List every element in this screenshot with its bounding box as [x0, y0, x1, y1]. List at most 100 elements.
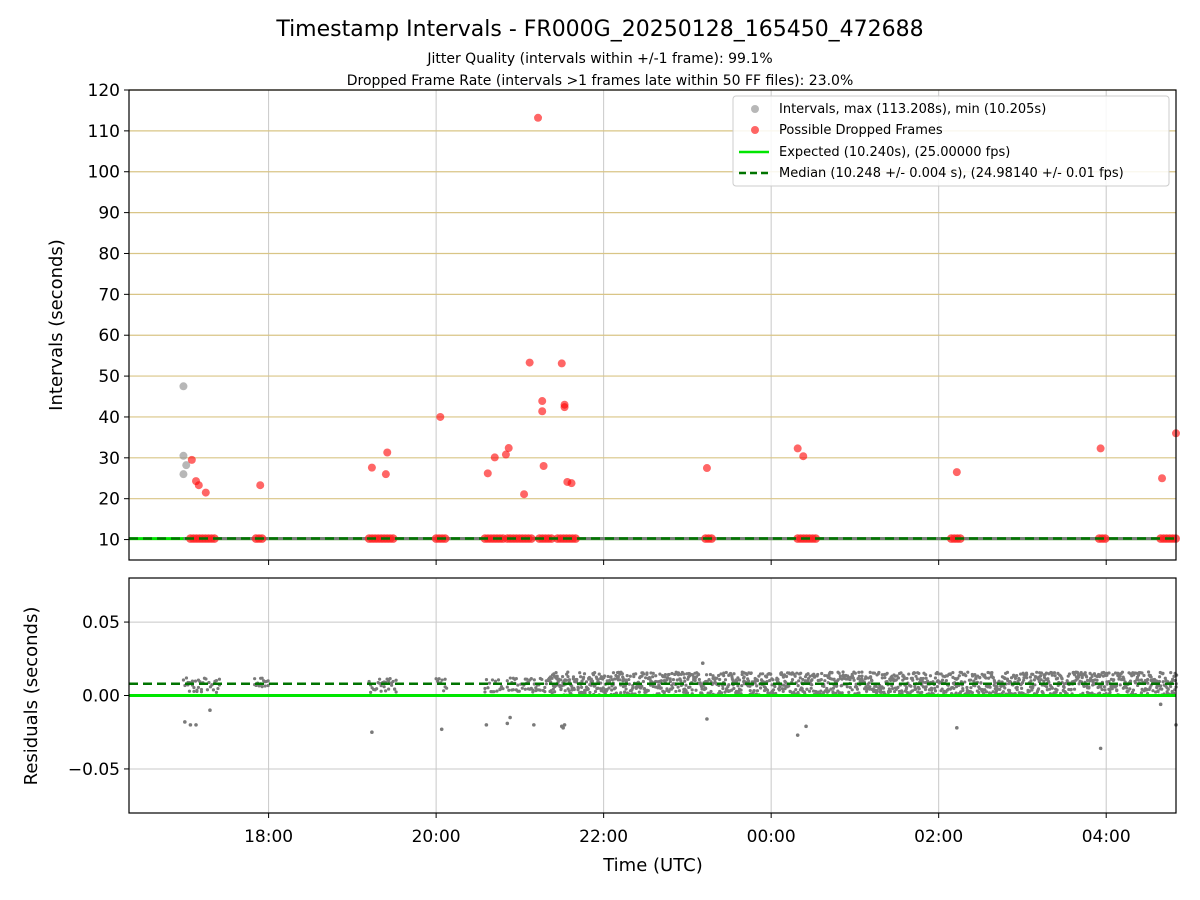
- dropped-frame-point: [1096, 444, 1105, 453]
- residual-point: [755, 689, 760, 693]
- residual-point: [1128, 687, 1132, 691]
- residual-point: [1146, 681, 1150, 685]
- residual-point: [1048, 687, 1052, 691]
- residual-point: [748, 684, 752, 688]
- residual-point: [697, 677, 701, 682]
- residual-point: [837, 671, 841, 675]
- residual-point: [879, 688, 883, 692]
- residual-point: [622, 690, 627, 694]
- residual-point: [1035, 670, 1039, 674]
- residual-point: [550, 676, 554, 680]
- residual-point: [483, 686, 487, 691]
- residual-point: [771, 688, 776, 692]
- residual-point: [199, 690, 204, 694]
- residual-point: [979, 681, 983, 685]
- dropped-frame-point: [520, 490, 529, 499]
- residual-point: [657, 683, 661, 687]
- residual-point: [1163, 676, 1167, 680]
- residual-point: [670, 671, 674, 676]
- residual-point: [1055, 676, 1060, 680]
- residual-point: [1142, 673, 1146, 678]
- dropped-frame-point: [490, 453, 499, 462]
- residuals-y-tick-label: 0.05: [82, 613, 120, 633]
- intervals-y-tick-label: 110: [88, 122, 120, 142]
- residual-point: [588, 690, 592, 695]
- residual-point: [933, 689, 938, 693]
- residual-point: [951, 671, 955, 675]
- residual-point: [627, 682, 631, 686]
- residual-point: [266, 679, 270, 683]
- residual-point: [205, 688, 210, 692]
- residual-point: [1052, 671, 1057, 675]
- residual-point: [822, 684, 826, 689]
- residual-point: [1090, 691, 1094, 695]
- residual-point: [885, 671, 889, 675]
- residual-point: [827, 689, 831, 693]
- residual-point: [961, 688, 965, 693]
- residual-point: [974, 677, 978, 681]
- residual-point: [832, 677, 836, 681]
- residual-point: [894, 678, 898, 682]
- residual-point: [990, 670, 994, 675]
- residual-point: [645, 671, 649, 675]
- residual-point: [816, 690, 820, 694]
- residual-point: [868, 685, 872, 689]
- residual-point: [553, 690, 557, 694]
- dropped-frame-point: [525, 358, 534, 367]
- residual-point: [484, 678, 489, 682]
- residual-point: [490, 678, 495, 682]
- residual-point: [812, 675, 817, 679]
- residual-point: [935, 684, 940, 689]
- residual-point: [790, 678, 795, 682]
- residual-point: [1111, 673, 1115, 677]
- residual-point: [641, 679, 646, 684]
- residual-point: [388, 677, 392, 681]
- residual-outlier-point: [955, 726, 959, 730]
- residual-point: [838, 674, 842, 678]
- residual-point: [445, 686, 449, 690]
- residual-point: [1062, 685, 1066, 689]
- residual-point: [555, 674, 559, 678]
- residual-point: [793, 674, 797, 678]
- residual-point: [559, 687, 563, 691]
- residual-point: [895, 686, 900, 690]
- residual-point: [850, 672, 854, 676]
- residual-point: [1047, 680, 1051, 684]
- residual-point: [1029, 679, 1033, 683]
- residual-point: [769, 672, 773, 676]
- dropped-frame-point: [194, 481, 203, 490]
- residual-point: [776, 677, 780, 682]
- residual-outlier-point: [194, 723, 198, 727]
- residual-point: [952, 686, 956, 691]
- dropped-frame-point: [557, 359, 566, 368]
- residual-point: [910, 676, 914, 680]
- interval-point: [179, 382, 188, 391]
- residual-point: [847, 690, 851, 694]
- residual-outlier-point: [484, 723, 489, 727]
- dropped-frame-point: [539, 462, 548, 470]
- dropped-frame-point: [187, 455, 196, 464]
- residual-point: [796, 690, 800, 695]
- residual-point: [1020, 686, 1024, 690]
- residual-point: [841, 670, 845, 674]
- residual-point: [777, 688, 782, 692]
- residual-point: [1169, 684, 1173, 689]
- residual-point: [651, 675, 655, 679]
- residual-point: [1103, 688, 1107, 692]
- residual-point: [387, 679, 391, 683]
- residual-point: [1098, 691, 1102, 695]
- residual-point: [912, 671, 917, 675]
- residual-point: [907, 672, 911, 676]
- residual-point: [551, 687, 555, 691]
- residual-point: [658, 672, 662, 676]
- residual-point: [840, 683, 844, 687]
- residual-point: [1161, 680, 1165, 684]
- residual-point: [1131, 688, 1136, 692]
- residuals-reference-lines: [129, 682, 1176, 697]
- residual-point: [808, 674, 812, 678]
- residual-point: [523, 687, 527, 691]
- residual-point: [966, 670, 970, 674]
- residual-point: [507, 688, 511, 692]
- residual-point: [933, 676, 938, 680]
- residual-point: [434, 677, 438, 681]
